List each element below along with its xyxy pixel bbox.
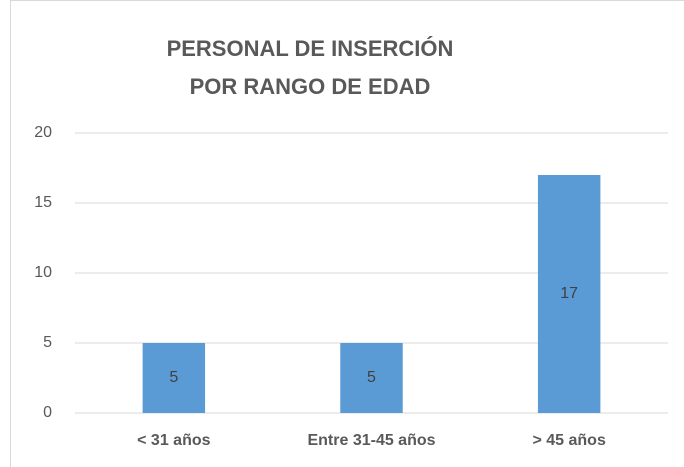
y-tick-label: 10 (34, 264, 52, 281)
chart-title: PERSONAL DE INSERCIÓN (167, 36, 454, 61)
bar (537, 175, 601, 413)
data-label: 5 (169, 369, 178, 386)
x-tick-label: < 31 años (137, 432, 210, 449)
y-tick-label: 0 (43, 404, 52, 421)
chart-title: POR RANGO DE EDAD (190, 74, 431, 99)
x-tick-label: > 45 años (532, 432, 605, 449)
y-tick-label: 15 (34, 194, 52, 211)
data-label: 17 (560, 285, 578, 302)
data-label: 5 (367, 369, 376, 386)
x-tick-label: Entre 31-45 años (307, 432, 435, 449)
bar (340, 343, 403, 413)
y-tick-label: 5 (43, 334, 52, 351)
y-tick-label: 20 (34, 124, 52, 141)
bar (142, 343, 206, 413)
